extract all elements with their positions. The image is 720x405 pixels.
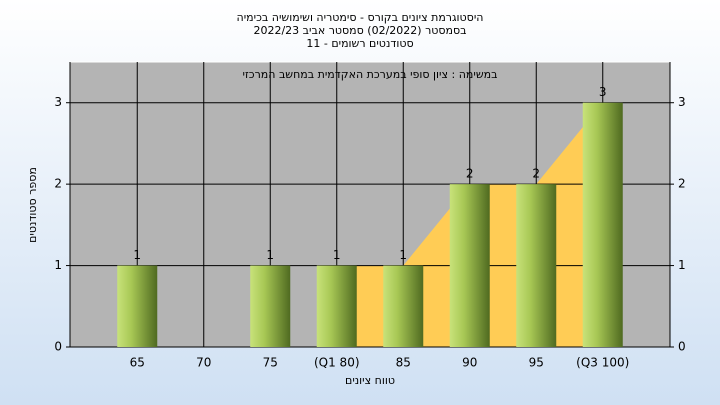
value-label: 1 (399, 248, 407, 262)
x-axis-label: טווח ציונים (345, 374, 395, 387)
value-label: 2 (532, 167, 540, 181)
y-tick-label: 0 (54, 340, 62, 354)
y-tick-label: 3 (54, 95, 62, 109)
y2-tick-label: 3 (678, 95, 686, 109)
bar (449, 184, 490, 347)
value-label: 2 (466, 167, 474, 181)
bar (383, 265, 424, 347)
y-tick-label: 1 (54, 258, 62, 272)
y2-tick-label: 0 (678, 340, 686, 354)
titles: היסטוגרמת ציונים בקורס - סימטריה ושימושי… (26, 11, 497, 387)
x-tick-label: (Q3 100) (576, 356, 629, 370)
bar (250, 265, 291, 347)
bar (316, 265, 357, 347)
y2-tick-label: 2 (678, 177, 686, 191)
chart-title: היסטוגרמת ציונים בקורס - סימטריה ושימושי… (237, 11, 484, 24)
x-tick-label: 90 (462, 356, 477, 370)
value-label: 1 (133, 248, 141, 262)
x-tick-label: 65 (130, 356, 145, 370)
x-tick-label: 75 (263, 356, 278, 370)
value-label: 3 (599, 85, 607, 99)
bar (117, 265, 158, 347)
y-tick-label: 2 (54, 177, 62, 191)
x-tick-label: (Q1 80) (314, 356, 360, 370)
bar (516, 184, 557, 347)
bar (582, 102, 623, 347)
value-label: 1 (266, 248, 274, 262)
chart-title: בסמסטר (02/2022) סמסטר אביב 2022/23 (253, 24, 466, 37)
x-tick-label: 85 (396, 356, 411, 370)
chart-title: סטודנטים רשומים - 11 (306, 37, 413, 50)
x-tick-label: 70 (196, 356, 211, 370)
y2-tick-label: 1 (678, 258, 686, 272)
y-axis-label: מספר סטודנטים (26, 167, 39, 243)
subtitle: במשימה : ציון סופי במערכת האקדמית במחשב … (243, 68, 498, 81)
x-tick-label: 95 (529, 356, 544, 370)
value-label: 1 (333, 248, 341, 262)
